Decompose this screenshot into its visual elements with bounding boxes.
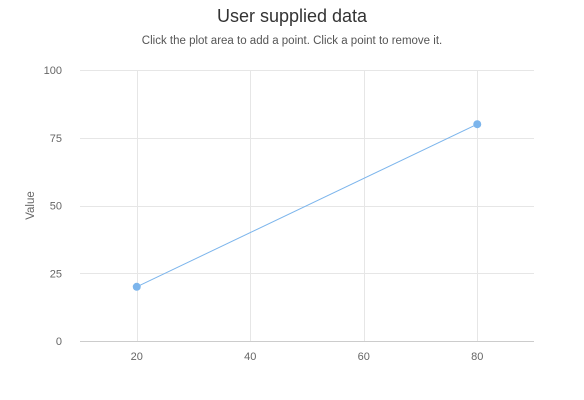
chart-subtitle: Click the plot area to add a point. Clic… xyxy=(141,35,443,47)
series-layer xyxy=(132,120,482,291)
data-point[interactable] xyxy=(473,120,482,129)
y-tick-label: 100 xyxy=(44,65,62,77)
y-tick-label: 25 xyxy=(50,268,62,280)
chart-title: User supplied data xyxy=(216,6,368,26)
tick-labels: 0 25 50 75 100 20 40 60 80 xyxy=(44,65,484,363)
y-tick-label: 50 xyxy=(50,201,62,213)
data-point[interactable] xyxy=(132,282,141,291)
x-tick-label: 40 xyxy=(244,351,256,363)
y-axis-title: Value xyxy=(25,191,37,220)
x-tick-label: 20 xyxy=(131,351,143,363)
y-tick-label: 75 xyxy=(50,133,62,145)
grid-lines xyxy=(80,70,534,342)
x-tick-label: 60 xyxy=(358,351,370,363)
series-line xyxy=(136,123,478,288)
y-tick-label: 0 xyxy=(56,336,62,348)
x-tick-label: 80 xyxy=(471,351,483,363)
